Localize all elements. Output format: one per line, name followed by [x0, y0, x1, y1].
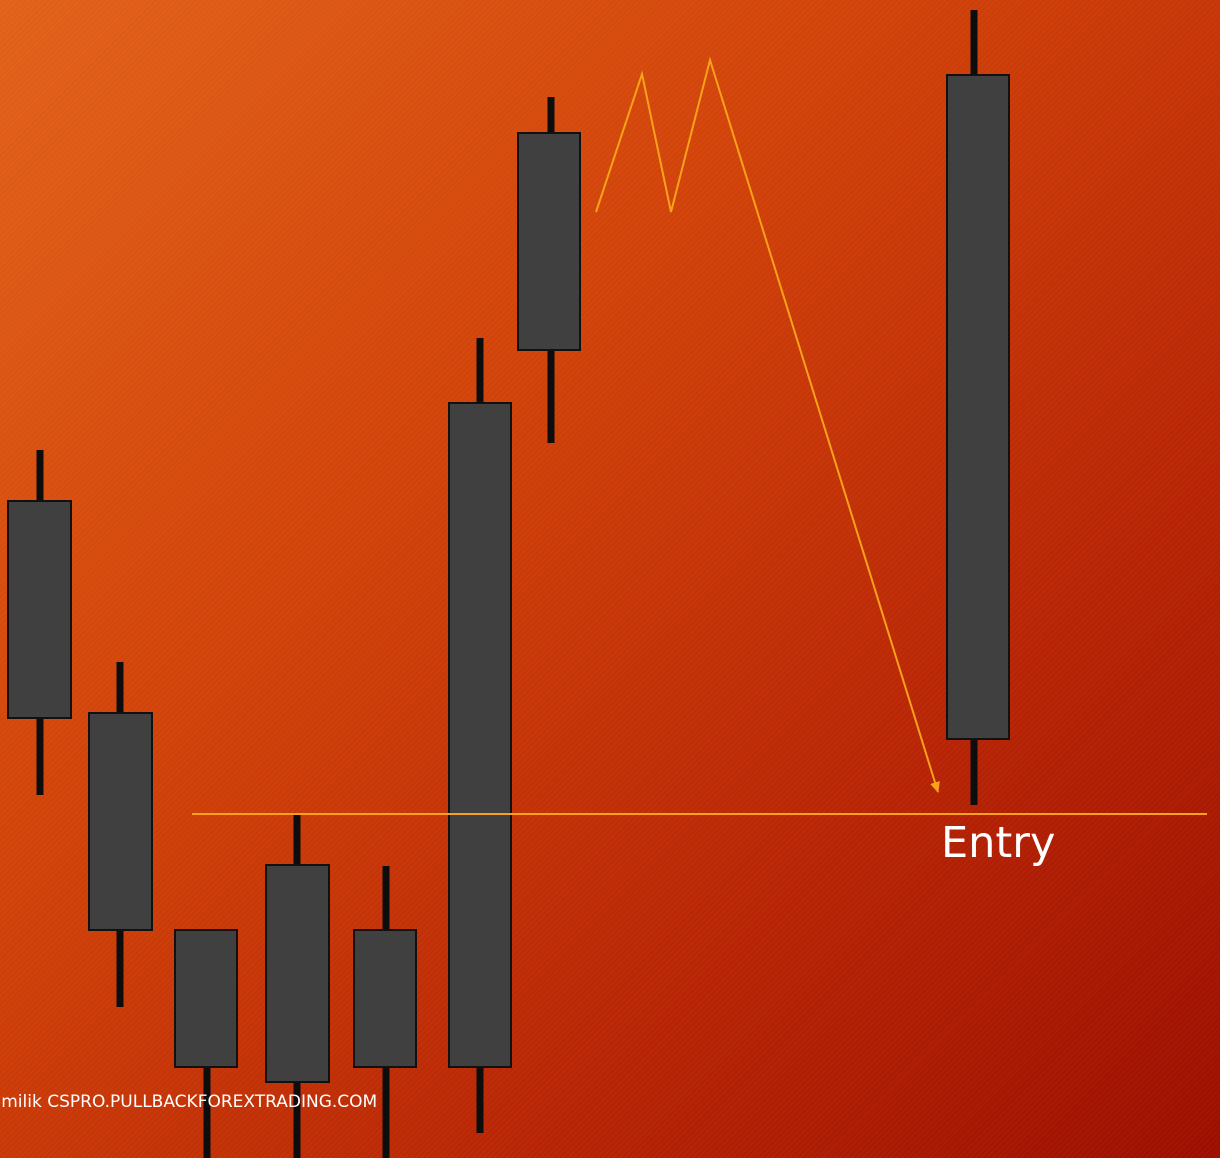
candle-2-body: [88, 712, 153, 931]
candle-1-body: [7, 500, 72, 719]
candle-3: [174, 929, 238, 1158]
candle-6-body: [448, 402, 512, 1068]
candle-8: [946, 10, 1010, 805]
candle-3-body: [174, 929, 238, 1068]
candle-8-body: [946, 74, 1010, 740]
candle-4-body: [265, 864, 330, 1083]
price-path-arrow: [595, 56, 940, 793]
candle-5-body: [353, 929, 417, 1068]
candle-1: [7, 450, 72, 795]
candle-7: [517, 97, 581, 443]
candle-6: [448, 338, 512, 1133]
candle-2: [88, 662, 153, 1007]
candle-4: [265, 814, 330, 1158]
entry-label: Entry: [941, 818, 1056, 868]
candle-5: [353, 866, 417, 1158]
watermark-text: k milik CSPRO.PULLBACKFOREXTRADING.COM: [0, 1092, 378, 1112]
candle-7-body: [517, 132, 581, 351]
